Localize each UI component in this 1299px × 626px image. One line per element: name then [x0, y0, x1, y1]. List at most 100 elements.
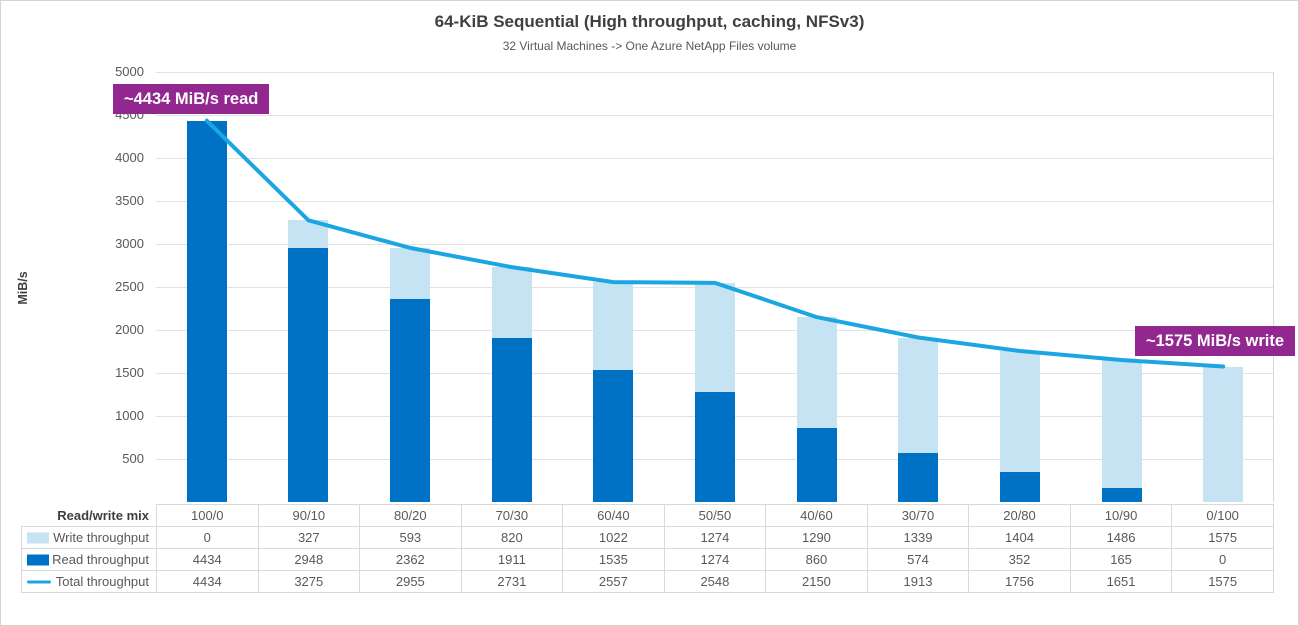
value-cell: 1575	[1171, 570, 1274, 593]
bar-write-segment	[1203, 366, 1244, 502]
y-tick-label: 2500	[115, 279, 144, 294]
gridline	[156, 243, 1273, 245]
bar-read-segment	[491, 337, 532, 502]
value-cell: 860	[765, 548, 868, 571]
category-header-cell: 50/50	[663, 504, 767, 527]
value-cell: 2955	[359, 570, 462, 593]
y-tick-label: 3000	[115, 236, 144, 251]
bar-read-segment	[390, 298, 431, 502]
legend-cell: Read throughput	[21, 548, 157, 571]
bar-write-segment	[999, 351, 1040, 472]
write-callout: ~1575 MiB/s write	[1134, 326, 1295, 356]
y-tick-label: 3500	[115, 193, 144, 208]
value-cell: 1274	[663, 526, 767, 549]
value-cell: 820	[460, 526, 564, 549]
bar-write-segment	[796, 317, 837, 429]
y-tick-label: 4000	[115, 150, 144, 165]
category-header-cell: 80/20	[359, 504, 462, 527]
bar-read-segment	[1101, 487, 1142, 502]
read-throughput-legend-icon	[27, 554, 49, 565]
bar-read-segment	[695, 392, 735, 502]
category-header-cell: 60/40	[562, 504, 665, 527]
value-cell: 1913	[866, 570, 970, 593]
value-cell: 2557	[562, 570, 665, 593]
value-cell: 3275	[257, 570, 361, 593]
value-cell: 1290	[765, 526, 868, 549]
value-cell: 2362	[359, 548, 462, 571]
bar-write-segment	[390, 247, 431, 299]
bar-write-segment	[1101, 360, 1142, 488]
legend-cell: Write throughput	[21, 526, 157, 549]
value-cell: 593	[359, 526, 462, 549]
value-cell: 2548	[663, 570, 767, 593]
series-label: Write throughput	[53, 530, 149, 545]
gridline	[156, 71, 1273, 73]
total-throughput-legend-icon	[27, 580, 51, 583]
data-table: Read/write mix 100/0 90/10 80/20 70/30 60/40 5…	[21, 504, 1274, 593]
value-cell: 327	[257, 526, 361, 549]
bar-write-segment	[593, 282, 634, 370]
category-header-cell: 0/100	[1171, 504, 1274, 527]
bar-read-segment	[186, 120, 227, 502]
y-axis-tick-labels: 500 1000 1500 2000 2500 3000 3500 4000 4500 5000	[1, 64, 144, 502]
value-cell: 1022	[562, 526, 665, 549]
bar-read-segment	[593, 370, 634, 502]
category-header-cell: 90/10	[257, 504, 361, 527]
value-cell: 1911	[460, 548, 564, 571]
chart-title: 64-KiB Sequential (High throughput, cach…	[434, 12, 865, 31]
table-row: Write throughput 0 327 593 820 1022 1274 1290 13…	[21, 526, 1274, 549]
category-header-cell: 30/70	[866, 504, 970, 527]
table-row-categories: Read/write mix 100/0 90/10 80/20 70/30 60/40 5…	[22, 504, 1274, 527]
value-cell: 1756	[968, 570, 1071, 593]
value-cell: 2948	[257, 548, 361, 571]
bar-read-segment	[898, 452, 939, 502]
y-tick-label: 2000	[115, 322, 144, 337]
bar-write-segment	[491, 267, 532, 338]
bar-read-segment	[796, 428, 837, 502]
value-cell: 1404	[968, 526, 1071, 549]
bar-write-segment	[695, 282, 735, 393]
bar-write-segment	[898, 337, 939, 453]
table-row-header-label: Read/write mix	[57, 507, 149, 523]
value-cell: 2731	[460, 570, 564, 593]
value-cell: 574	[866, 548, 970, 571]
y-tick-label: 500	[122, 451, 144, 466]
value-cell: 0	[1171, 548, 1274, 571]
value-cell: 1575	[1171, 526, 1274, 549]
value-cell: 165	[1069, 548, 1173, 571]
write-throughput-legend-icon	[27, 532, 49, 543]
series-label: Read throughput	[52, 552, 149, 567]
value-cell: 1274	[663, 548, 767, 571]
total-throughput-line	[204, 118, 1226, 369]
chart-subtitle: 32 Virtual Machines -> One Azure NetApp …	[502, 39, 797, 53]
gridline	[156, 200, 1273, 202]
category-header-cell: 40/60	[765, 504, 868, 527]
table-row: Read throughput 4434 2948 2362 1911 1535 1274 8…	[21, 548, 1274, 571]
series-label: Total throughput	[55, 574, 149, 589]
bar-read-segment	[288, 248, 329, 502]
value-cell: 1339	[866, 526, 970, 549]
value-cell: 1486	[1069, 526, 1173, 549]
category-header-cell: 20/80	[968, 504, 1071, 527]
gridline	[156, 157, 1273, 159]
legend-cell: Total throughput	[21, 570, 157, 593]
value-cell: 4434	[156, 570, 259, 593]
gridline	[156, 114, 1273, 116]
value-cell: 4434	[156, 548, 259, 571]
plot-area	[156, 71, 1274, 502]
value-cell: 0	[156, 526, 259, 549]
y-tick-label: 1500	[115, 365, 144, 380]
value-cell: 1651	[1069, 570, 1173, 593]
table-row: Total throughput 4434 3275 2955 2731 2557 2548…	[21, 570, 1274, 593]
y-tick-label: 1000	[115, 408, 144, 423]
category-header-cell: 70/30	[460, 504, 564, 527]
category-header-cell: 10/90	[1069, 504, 1173, 527]
category-header-cell: 100/0	[156, 504, 259, 527]
read-callout: ~4434 MiB/s read	[113, 84, 270, 114]
value-cell: 1535	[562, 548, 665, 571]
value-cell: 2150	[765, 570, 868, 593]
y-tick-label: 5000	[115, 64, 144, 79]
bar-read-segment	[999, 471, 1040, 502]
value-cell: 352	[968, 548, 1071, 571]
